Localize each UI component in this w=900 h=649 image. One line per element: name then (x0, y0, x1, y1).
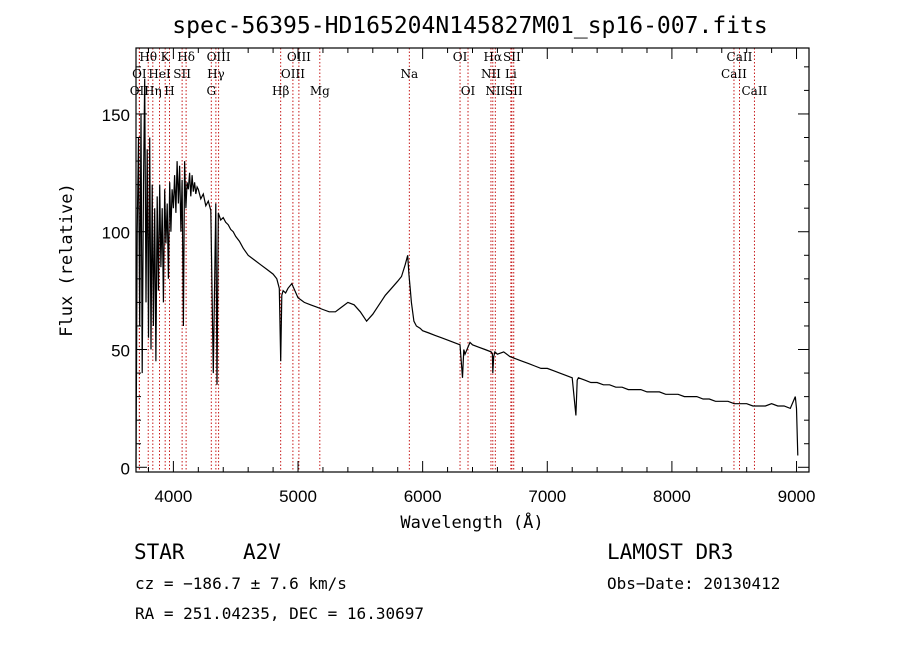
x-tick-label: 9000 (778, 487, 816, 506)
chart-title: spec-56395-HD165204N145827M01_sp16-007.f… (172, 13, 767, 39)
line-label-7: SΙΙ (173, 67, 191, 81)
object-class: STAR (134, 540, 185, 564)
flux-series-line (135, 78, 799, 468)
sky-coordinates: RA = 251.04235, DEC = 16.30697 (135, 604, 424, 623)
line-label-21: NΙΙ (485, 84, 505, 98)
line-label-9: OΙΙΙ (207, 50, 231, 64)
line-label-3: K (161, 50, 171, 64)
line-label-11: G (206, 84, 216, 98)
y-tick-label: 0 (121, 459, 130, 478)
line-label-8: Hδ (177, 50, 195, 64)
line-label-16: Na (400, 67, 418, 81)
x-tick-label: 4000 (154, 487, 192, 506)
line-label-0: Hθ (139, 50, 157, 64)
line-label-19: Hα (484, 50, 503, 64)
line-label-5: Hη (144, 84, 162, 98)
object-subclass: A2V (243, 540, 281, 564)
x-tick-label: 6000 (404, 487, 442, 506)
spectral-line-markers (138, 48, 755, 472)
y-tick-label: 150 (102, 106, 130, 125)
line-label-22: SΙΙ (503, 50, 521, 64)
redshift-velocity: cz = −186.7 ± 7.6 km/s (135, 574, 347, 593)
line-label-14: OΙΙΙ (281, 67, 305, 81)
x-tick-label: 8000 (653, 487, 691, 506)
line-label-17: OΙ (453, 50, 468, 64)
x-axis-label: Wavelength (Å) (400, 511, 543, 533)
line-label-4: HeI (148, 67, 171, 81)
survey-name: LAMOST DR3 (607, 540, 734, 564)
line-label-18: OΙ (461, 84, 476, 98)
line-label-23: Li (505, 67, 517, 81)
y-tick-label: 100 (102, 224, 130, 243)
line-label-25: CaΙΙ (727, 50, 753, 64)
line-label-13: OΙΙΙ (287, 50, 311, 64)
line-label-12: Hβ (272, 84, 289, 98)
line-label-26: CaΙΙ (721, 67, 747, 81)
line-label-6: H (164, 84, 174, 98)
y-axis-label: Flux (relative) (57, 183, 77, 337)
axis-ticks: 4000 5000 6000 7000 8000 9000 0 50 100 150 (102, 48, 816, 506)
observation-date: Obs−Date: 20130412 (607, 574, 781, 593)
x-tick-label: 7000 (528, 487, 566, 506)
line-label-15: Mg (310, 84, 330, 98)
line-label-24: SΙΙ (505, 84, 523, 98)
line-label-20: NΙΙ (481, 67, 501, 81)
y-tick-label: 50 (111, 342, 130, 361)
line-label-10: Hγ (207, 67, 225, 81)
plot-frame (135, 47, 810, 473)
line-label-27: CaΙΙ (741, 84, 767, 98)
x-tick-label: 5000 (279, 487, 317, 506)
